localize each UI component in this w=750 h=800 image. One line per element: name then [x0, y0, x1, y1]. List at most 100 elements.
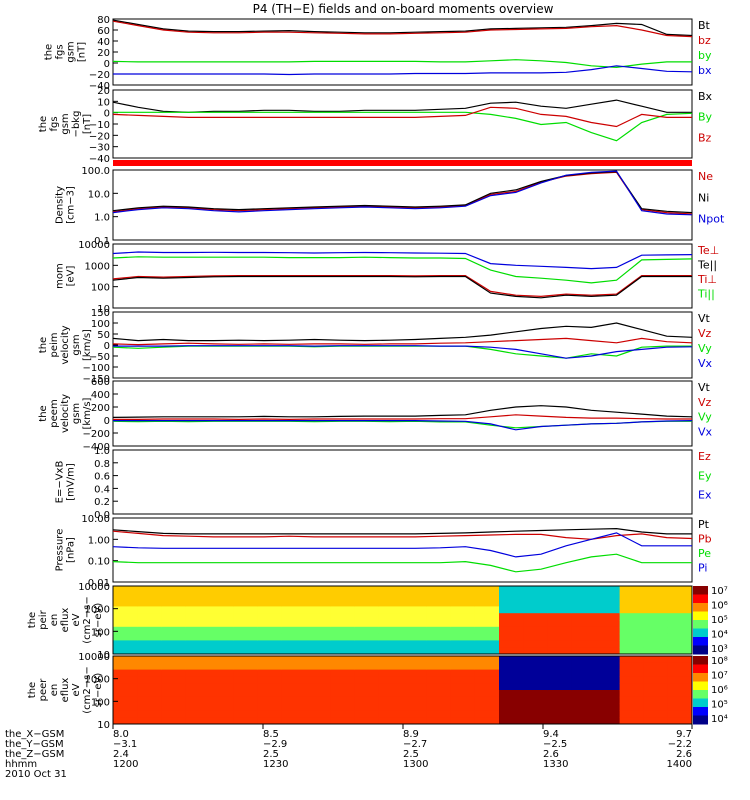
heatmap-cell: [571, 690, 596, 698]
heatmap-cell: [643, 662, 669, 671]
heatmap-cell: [547, 586, 572, 594]
panel-6: 600 400 200 0 −200 −400 the peem velocity gsm [km/…: [38, 377, 713, 453]
heatmap-cell: [185, 690, 210, 698]
y-axis-label: eflux: [60, 608, 71, 633]
colorbar-segment: [693, 715, 708, 725]
heatmap-cell: [354, 633, 379, 641]
heatmap-cell: [402, 662, 428, 671]
heatmap-cell: [209, 662, 235, 671]
heatmap-cell: [257, 717, 283, 725]
heatmap-cell: [233, 703, 259, 711]
heatmap-cell: [547, 613, 572, 621]
colorbar-tick-label: 10⁴: [711, 630, 728, 641]
legend-entry: Vt: [698, 381, 711, 394]
heatmap-cell: [185, 703, 210, 711]
heatmap-cell: [499, 683, 524, 691]
y-tick-label: 0.0: [94, 510, 110, 521]
heatmap-cell: [209, 606, 235, 614]
heatmap-cell: [306, 662, 331, 671]
heatmap-cell: [330, 647, 355, 655]
heatmap-cell: [595, 696, 621, 705]
colorbar-segment: [693, 586, 708, 595]
y-axis-label: peim: [49, 332, 60, 357]
x-axis-row-label: the_Z−GSM: [5, 749, 64, 760]
heatmap-cell: [667, 656, 693, 664]
heatmap-cell: [306, 710, 331, 718]
heatmap-cell: [571, 633, 596, 641]
heatmap-cell: [499, 676, 524, 684]
heatmap-cell: [643, 683, 669, 691]
y-axis-label: Pressure: [55, 529, 66, 572]
heatmap-cell: [209, 703, 235, 711]
heatmap-cell: [450, 592, 476, 601]
heatmap-cell: [643, 710, 669, 718]
heatmap-cell: [306, 683, 331, 691]
colorbar: 10⁸ 10⁷ 10⁶ 10⁵ 10⁴: [693, 656, 728, 725]
y-axis-label: (cm2−s−: [82, 666, 93, 713]
heatmap-cell: [402, 656, 428, 664]
heatmap-cell: [257, 626, 283, 635]
x-axis-row-label: the_Y−GSM: [5, 739, 64, 750]
heatmap-cell: [474, 683, 500, 691]
y-axis-label: the: [44, 44, 55, 60]
heatmap-cell: [450, 626, 476, 635]
series-line: [112, 171, 693, 215]
heatmap-cell: [378, 606, 403, 614]
heatmap-cell: [571, 613, 596, 621]
heatmap-cell: [281, 696, 307, 705]
heatmap-cell: [161, 669, 186, 677]
heatmap-cell: [354, 717, 379, 725]
heatmap-cell: [306, 626, 331, 635]
heatmap-cell: [474, 656, 500, 664]
heatmap-cell: [402, 676, 428, 684]
heatmap-cell: [137, 676, 162, 684]
heatmap-cell: [426, 613, 452, 621]
heatmap-cell: [523, 586, 548, 594]
heatmap-cell: [113, 676, 138, 684]
heatmap-cell: [330, 586, 355, 594]
heatmap-cell: [185, 683, 210, 691]
panel-frame: [112, 449, 693, 515]
heatmap-cell: [185, 710, 210, 718]
heatmap-cell: [595, 662, 621, 671]
colorbar-segment: [693, 594, 708, 604]
y-tick-label: 80: [97, 15, 110, 26]
heatmap-cell: [523, 599, 548, 607]
heatmap-cell: [306, 690, 331, 698]
heatmap-cell: [474, 662, 500, 671]
heatmap-cell: [185, 656, 210, 664]
heatmap-cell: [667, 710, 693, 718]
chart-title: P4 (TH−E) fields and on-board moments ov…: [253, 2, 554, 16]
y-tick-label: −200: [83, 429, 110, 440]
heatmap-cell: [185, 662, 210, 671]
heatmap-cell: [619, 717, 645, 725]
heatmap-cell: [378, 620, 403, 628]
heatmap-cell: [306, 717, 331, 725]
y-tick-label: −40: [89, 81, 110, 92]
heatmap-cell: [595, 606, 621, 614]
series-line: [112, 420, 692, 429]
x-axis-row-label: the_X−GSM: [5, 729, 64, 740]
heatmap-cell: [523, 710, 548, 718]
heatmap-cell: [257, 599, 283, 607]
y-tick-label: 0.01: [88, 578, 110, 589]
heatmap-cell: [523, 647, 548, 655]
heatmap-cell: [619, 592, 645, 601]
heatmap-cell: [354, 640, 379, 648]
heatmap-cell: [113, 647, 138, 655]
heatmap-cell: [595, 592, 621, 601]
heatmap-cell: [667, 640, 693, 648]
heatmap-cell: [643, 599, 669, 607]
heatmap-cell: [547, 633, 572, 641]
x-tick-label: −2.9: [263, 739, 287, 750]
heatmap-cell: [233, 647, 259, 655]
heatmap-cell: [547, 690, 572, 698]
y-tick-label: 10.00: [81, 514, 110, 525]
heatmap-cell: [450, 586, 476, 594]
heatmap-cell: [402, 586, 428, 594]
heatmap-cell: [306, 613, 331, 621]
heatmap-cell: [402, 599, 428, 607]
legend-entry: Ti||: [697, 288, 715, 301]
y-tick-label: −400: [83, 442, 110, 453]
heatmap-cell: [523, 662, 548, 671]
